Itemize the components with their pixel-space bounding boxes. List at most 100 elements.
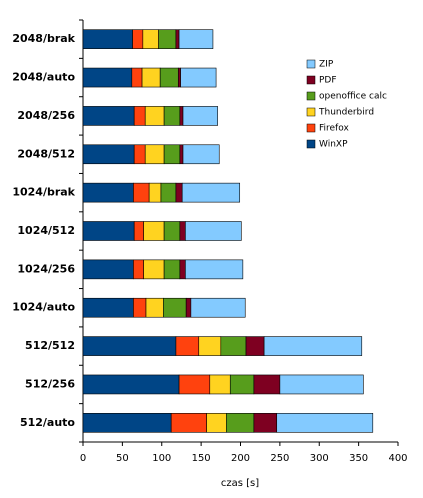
bar-segment [209,374,231,395]
bar-segment [185,297,192,318]
legend-swatch [306,107,316,117]
bar-segment [253,413,278,433]
bar-segment [179,221,186,241]
x-tick-label: 350 [349,453,368,464]
x-tick-label: 100 [152,453,171,464]
bar-segment [82,336,177,356]
bar-segment [198,336,222,356]
bar-segment [163,106,181,126]
bar-segment [163,297,187,318]
bar-segment [185,221,242,241]
bar-segment [82,29,133,49]
bar-segment [144,106,165,126]
y-tick-label: 2048/brak [12,32,75,45]
bar-segment [82,144,135,165]
bar-segment [158,29,177,49]
bar-segment [133,259,144,280]
bar-segment [133,221,144,241]
bar-segment [175,182,183,203]
bar-segment [142,29,159,49]
bar-segment [177,67,181,88]
bar-segment [220,336,247,356]
bar-segment [178,374,211,395]
bar-segment [178,29,214,49]
legend-label: WinXP [319,140,348,150]
x-tick-label: 200 [231,453,250,464]
bar-segment [133,182,150,203]
x-axis-title: czas [s] [221,478,259,489]
bar-segment [180,67,217,88]
y-tick-label: 1024/512 [17,224,75,237]
y-tick-label: 512/auto [20,416,75,429]
bar-segment [133,144,146,165]
bar-segment [132,29,144,49]
legend-label: Firefox [319,124,349,134]
bar-segment [159,67,179,88]
legend-label: PDF [319,76,337,86]
y-tick-label: 2048/512 [17,147,75,160]
bar-segment [276,413,374,433]
legend-swatch [306,91,316,101]
bar-segment [131,67,143,88]
bar-segment [82,374,180,395]
bar-segment [82,297,134,318]
bar-segment [175,336,200,356]
bar-segment [182,144,220,165]
bar-segment [82,106,135,126]
bar-segment [175,29,180,49]
bar-segment [190,297,246,318]
legend-label: Thunderbird [318,108,374,118]
bar-segment [179,144,184,165]
bar-segment [82,182,134,203]
legend-swatch [306,75,316,85]
bar-segment [206,413,227,433]
x-tick-label: 0 [80,453,86,464]
bar-segment [82,259,134,280]
x-tick-label: 250 [270,453,289,464]
bar-segment [82,413,172,433]
bar-segment [160,182,177,203]
bar-segment [181,182,241,203]
x-tick-label: 300 [310,453,329,464]
bar-segment [133,297,147,318]
y-tick-label: 2048/256 [17,109,75,122]
legend-swatch [306,139,316,149]
bar-segment [179,106,184,126]
bar-segment [144,144,165,165]
legend-label: openoffice calc [319,92,387,102]
bar-segment [253,374,281,395]
bar-segment [143,259,165,280]
legend-swatch [306,59,316,69]
bar-segment [133,106,146,126]
y-tick-label: 512/512 [25,339,75,352]
bar-segment [263,336,363,356]
x-tick-label: 400 [388,453,407,464]
bar-segment [182,106,218,126]
bar-segment [229,374,255,395]
bar-segment [185,259,244,280]
bar-segment [141,67,161,88]
bar-segment [170,413,207,433]
y-tick-label: 2048/auto [12,71,75,84]
bar-segment [163,144,181,165]
bar-segment [279,374,364,395]
y-tick-label: 1024/auto [12,301,75,314]
legend-label: ZIP [319,60,334,70]
bar-segment [226,413,255,433]
bar-segment [148,182,162,203]
legend-swatch [306,123,316,133]
bar-segment [143,221,165,241]
bar-segment [163,221,181,241]
x-tick-label: 50 [116,453,129,464]
y-tick-label: 512/256 [25,377,75,390]
y-tick-label: 1024/256 [17,262,75,275]
bar-segment [163,259,181,280]
bar-segment [245,336,265,356]
x-tick-label: 150 [192,453,211,464]
bar-segment [82,221,135,241]
y-tick-label: 1024/brak [12,186,75,199]
bar-segment [145,297,164,318]
bar-segment [82,67,133,88]
